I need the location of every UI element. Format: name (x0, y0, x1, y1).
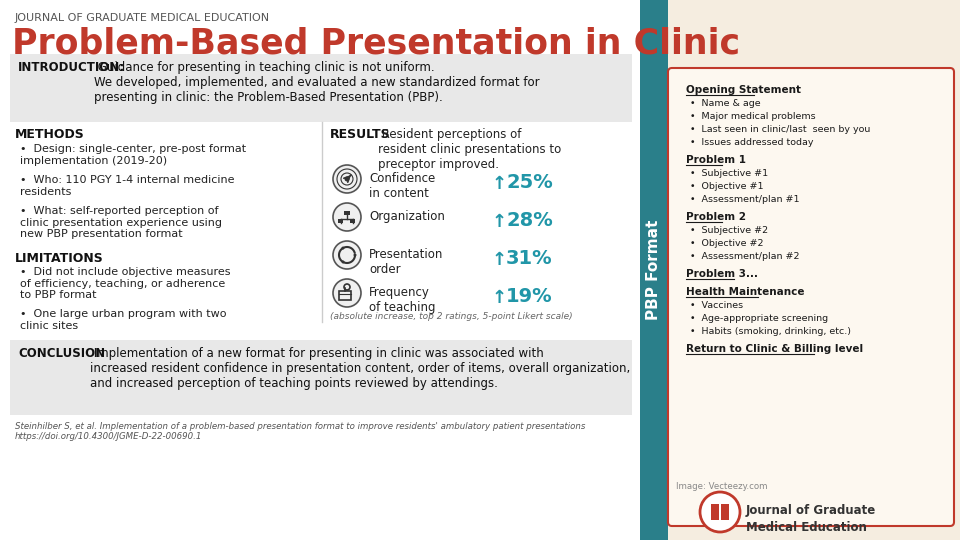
Text: Return to Clinic & Billing level: Return to Clinic & Billing level (686, 344, 863, 354)
Bar (0, 0, 640, 540)
Bar (640, 0, 960, 540)
Text: 28%: 28% (506, 211, 553, 230)
Text: Implementation of a new format for presenting in clinic was associated with
incr: Implementation of a new format for prese… (90, 347, 631, 390)
Text: •  Subjective #2: • Subjective #2 (690, 226, 768, 235)
Bar (711, 504, 719, 520)
Text: •  Age-appropriate screening: • Age-appropriate screening (690, 314, 828, 323)
Text: Problem 1: Problem 1 (686, 155, 746, 165)
Text: •  Issues addressed today: • Issues addressed today (690, 138, 813, 147)
Text: •  Vaccines: • Vaccines (690, 301, 743, 310)
Text: Guidance for presenting in teaching clinic is not uniform.
We developed, impleme: Guidance for presenting in teaching clin… (94, 61, 540, 104)
Circle shape (342, 260, 345, 264)
Bar (10, 340, 632, 415)
Text: •  Did not include objective measures
of efficiency, teaching, or adherence
to P: • Did not include objective measures of … (20, 267, 230, 300)
Circle shape (353, 253, 356, 256)
Text: •  Who: 110 PGY 1-4 internal medicine
residents: • Who: 110 PGY 1-4 internal medicine res… (20, 175, 234, 197)
Circle shape (342, 247, 345, 249)
Circle shape (700, 492, 740, 532)
Text: Frequency
of teaching: Frequency of teaching (369, 286, 436, 314)
Text: •  Assessment/plan #1: • Assessment/plan #1 (690, 195, 800, 204)
Text: 25%: 25% (506, 173, 553, 192)
Text: Image: Vecteezy.com: Image: Vecteezy.com (676, 482, 767, 491)
Text: 31%: 31% (506, 249, 553, 268)
Text: JOURNAL OF GRADUATE MEDICAL EDUCATION: JOURNAL OF GRADUATE MEDICAL EDUCATION (15, 13, 270, 23)
Text: •  What: self-reported perception of
clinic presentation experience using
new PB: • What: self-reported perception of clin… (20, 206, 222, 239)
Circle shape (333, 279, 361, 307)
Text: LIMITATIONS: LIMITATIONS (15, 252, 104, 265)
Bar (339, 291, 351, 300)
Text: •  Subjective #1: • Subjective #1 (690, 169, 768, 178)
Circle shape (333, 203, 361, 231)
Text: •  One large urban program with two
clinic sites: • One large urban program with two clini… (20, 309, 227, 330)
Text: INTRODUCTION:: INTRODUCTION: (18, 61, 125, 74)
Text: ↑: ↑ (492, 251, 507, 269)
Text: Resident perceptions of
resident clinic presentations to
preceptor improved.: Resident perceptions of resident clinic … (378, 128, 562, 171)
Circle shape (333, 165, 361, 193)
FancyBboxPatch shape (668, 68, 954, 526)
Text: •  Habits (smoking, drinking, etc.): • Habits (smoking, drinking, etc.) (690, 327, 851, 336)
Text: •  Design: single-center, pre-post format
implementation (2019-20): • Design: single-center, pre-post format… (20, 144, 246, 166)
Bar (719, 506, 721, 518)
Circle shape (345, 177, 349, 181)
Bar (721, 504, 729, 520)
Text: Problem-Based Presentation in Clinic: Problem-Based Presentation in Clinic (12, 27, 740, 61)
Text: Presentation
order: Presentation order (369, 248, 444, 276)
Text: •  Assessment/plan #2: • Assessment/plan #2 (690, 252, 800, 261)
Text: Steinhilber S, et al. Implementation of a problem-based presentation format to i: Steinhilber S, et al. Implementation of … (15, 422, 586, 441)
Text: RESULTS: RESULTS (330, 128, 391, 141)
Text: 19%: 19% (506, 287, 553, 306)
Text: Confidence
in content: Confidence in content (369, 172, 435, 200)
Text: Organization: Organization (369, 210, 444, 223)
Text: METHODS: METHODS (15, 128, 84, 141)
Circle shape (333, 241, 361, 269)
Bar (338, 219, 343, 223)
Bar (640, 0, 668, 540)
Text: Health Maintenance: Health Maintenance (686, 287, 804, 297)
Text: Opening Statement: Opening Statement (686, 85, 801, 95)
Text: ↑: ↑ (492, 175, 507, 193)
Text: Problem 3...: Problem 3... (686, 269, 758, 279)
Text: ↑: ↑ (492, 289, 507, 307)
Text: •  Objective #1: • Objective #1 (690, 182, 763, 191)
Bar (344, 211, 350, 215)
Text: •  Objective #2: • Objective #2 (690, 239, 763, 248)
Bar (350, 219, 355, 223)
Text: •  Last seen in clinic/last  seen by you: • Last seen in clinic/last seen by you (690, 125, 871, 134)
Text: Journal of Graduate
Medical Education: Journal of Graduate Medical Education (746, 504, 876, 534)
Text: •  Major medical problems: • Major medical problems (690, 112, 816, 121)
Text: PBP Format: PBP Format (646, 220, 661, 320)
Text: •  Name & age: • Name & age (690, 99, 760, 108)
Text: CONCLUSION: CONCLUSION (18, 347, 106, 360)
Text: ↑: ↑ (492, 213, 507, 231)
Text: Problem 2: Problem 2 (686, 212, 746, 222)
Bar (10, 54, 632, 122)
Text: (absolute increase, top 2 ratings, 5-point Likert scale): (absolute increase, top 2 ratings, 5-poi… (330, 312, 572, 321)
